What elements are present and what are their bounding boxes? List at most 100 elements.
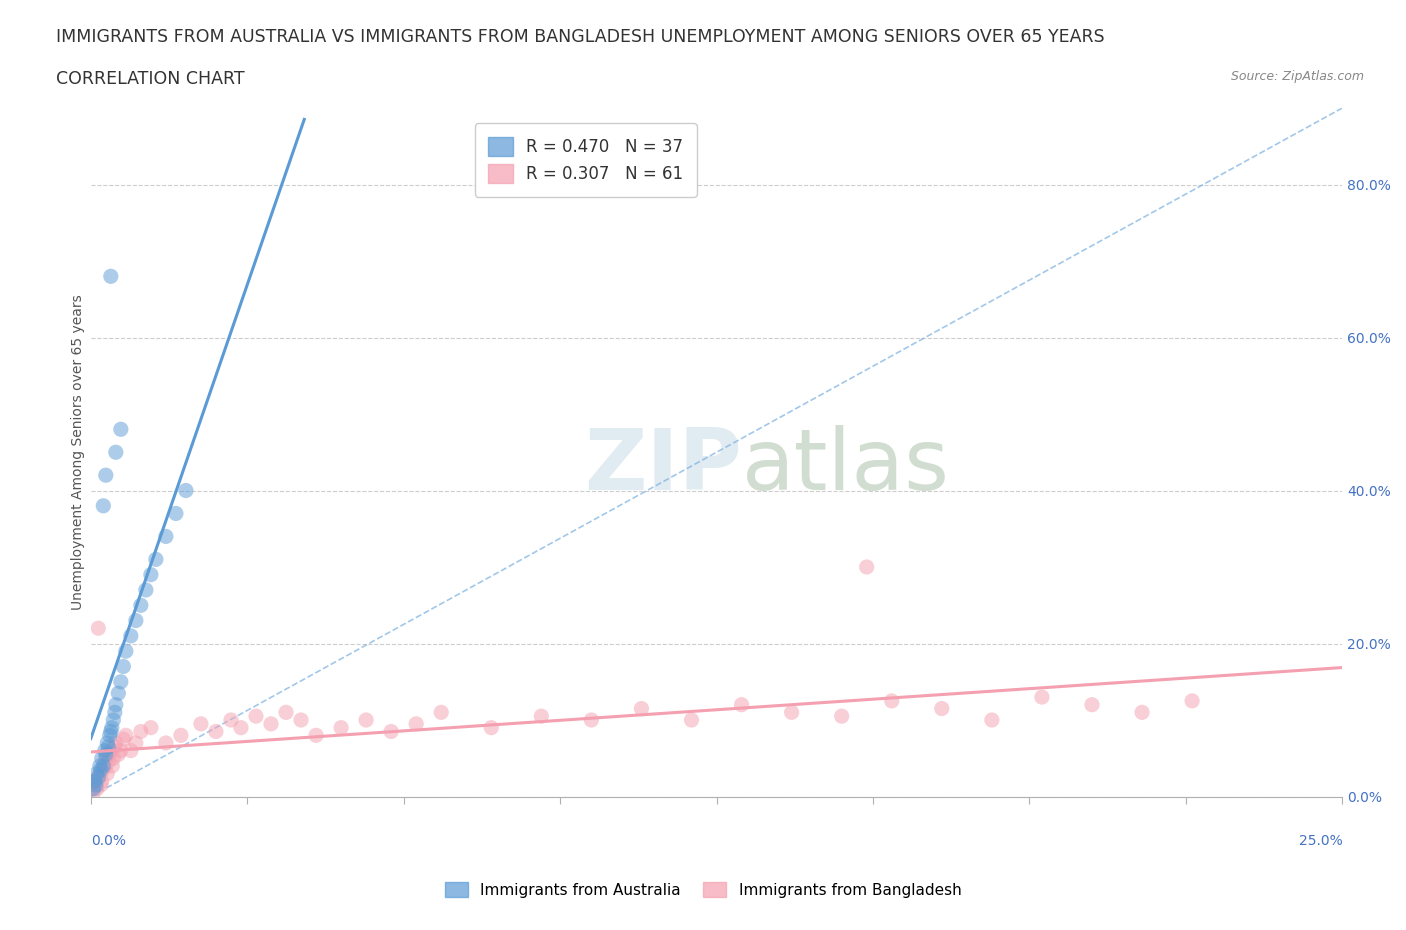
Point [155, 529, 177, 544]
Point [170, 728, 193, 743]
Point [101, 759, 124, 774]
Point [129, 724, 152, 739]
Point [245, 709, 267, 724]
Point [290, 712, 312, 727]
Point [120, 743, 142, 758]
Point [82, 781, 104, 796]
Point [681, 712, 703, 727]
Point [1130, 705, 1153, 720]
Point [219, 712, 242, 727]
Point [305, 728, 328, 743]
Point [880, 694, 903, 709]
Point [110, 674, 132, 689]
Point [980, 712, 1002, 727]
Point [110, 743, 132, 758]
Point [1031, 690, 1053, 705]
Point [94, 751, 117, 765]
Point [89, 766, 111, 781]
Point [831, 709, 853, 724]
Text: Source: ZipAtlas.com: Source: ZipAtlas.com [1230, 70, 1364, 83]
Legend: Immigrants from Australia, Immigrants from Bangladesh: Immigrants from Australia, Immigrants fr… [439, 875, 967, 904]
Point [94, 743, 117, 758]
Point [174, 483, 197, 498]
Point [931, 701, 953, 716]
Point [91, 498, 114, 513]
Point [229, 720, 252, 735]
Text: ZIP: ZIP [583, 424, 741, 508]
Point [83, 777, 105, 792]
Point [100, 743, 122, 758]
Point [107, 685, 129, 700]
Point [90, 763, 112, 777]
Legend: R = 0.470   N = 37, R = 0.307   N = 61: R = 0.470 N = 37, R = 0.307 N = 61 [475, 123, 697, 197]
Point [103, 712, 125, 727]
Point [86, 766, 108, 781]
Point [125, 613, 148, 628]
Point [84, 777, 107, 792]
Point [96, 736, 118, 751]
Point [780, 705, 803, 720]
Point [112, 732, 135, 747]
Point [530, 709, 553, 724]
Point [80, 781, 103, 796]
Point [380, 724, 402, 739]
Point [97, 739, 120, 754]
Text: atlas: atlas [741, 424, 949, 508]
Text: IMMIGRANTS FROM AUSTRALIA VS IMMIGRANTS FROM BANGLADESH UNEMPLOYMENT AMONG SENIO: IMMIGRANTS FROM AUSTRALIA VS IMMIGRANTS … [56, 28, 1105, 46]
Point [84, 774, 107, 789]
Point [90, 774, 112, 789]
Point [104, 705, 127, 720]
Point [260, 716, 283, 731]
Point [89, 759, 111, 774]
Point [97, 754, 120, 769]
Point [90, 751, 112, 765]
Point [190, 716, 212, 731]
Point [96, 766, 118, 781]
Point [107, 747, 129, 762]
Point [630, 701, 652, 716]
Point [120, 629, 142, 644]
Text: 0.0%: 0.0% [91, 834, 125, 848]
Y-axis label: Unemployment Among Seniors over 65 years: Unemployment Among Seniors over 65 years [72, 295, 86, 610]
Point [94, 747, 117, 762]
Point [100, 724, 122, 739]
Point [205, 724, 228, 739]
Point [479, 720, 502, 735]
Point [330, 720, 353, 735]
Point [101, 720, 124, 735]
Text: 25.0%: 25.0% [1299, 834, 1343, 848]
Point [110, 422, 132, 437]
Point [145, 551, 167, 566]
Point [730, 698, 752, 712]
Point [91, 759, 114, 774]
Point [94, 468, 117, 483]
Point [430, 705, 453, 720]
Point [129, 598, 152, 613]
Point [98, 728, 121, 743]
Point [98, 747, 121, 762]
Point [114, 644, 136, 658]
Point [87, 770, 110, 785]
Point [581, 712, 603, 727]
Point [100, 269, 122, 284]
Point [1181, 694, 1204, 709]
Point [114, 728, 136, 743]
Point [104, 445, 127, 459]
Point [405, 716, 427, 731]
Point [112, 659, 135, 674]
Point [83, 774, 105, 789]
Point [104, 739, 127, 754]
Point [139, 567, 162, 582]
Point [125, 736, 148, 751]
Point [139, 720, 162, 735]
Text: CORRELATION CHART: CORRELATION CHART [56, 70, 245, 87]
Point [104, 736, 127, 751]
Point [104, 698, 127, 712]
Point [82, 785, 104, 800]
Point [155, 736, 177, 751]
Point [855, 560, 877, 575]
Point [87, 770, 110, 785]
Point [1081, 698, 1104, 712]
Point [91, 763, 114, 777]
Point [90, 777, 112, 792]
